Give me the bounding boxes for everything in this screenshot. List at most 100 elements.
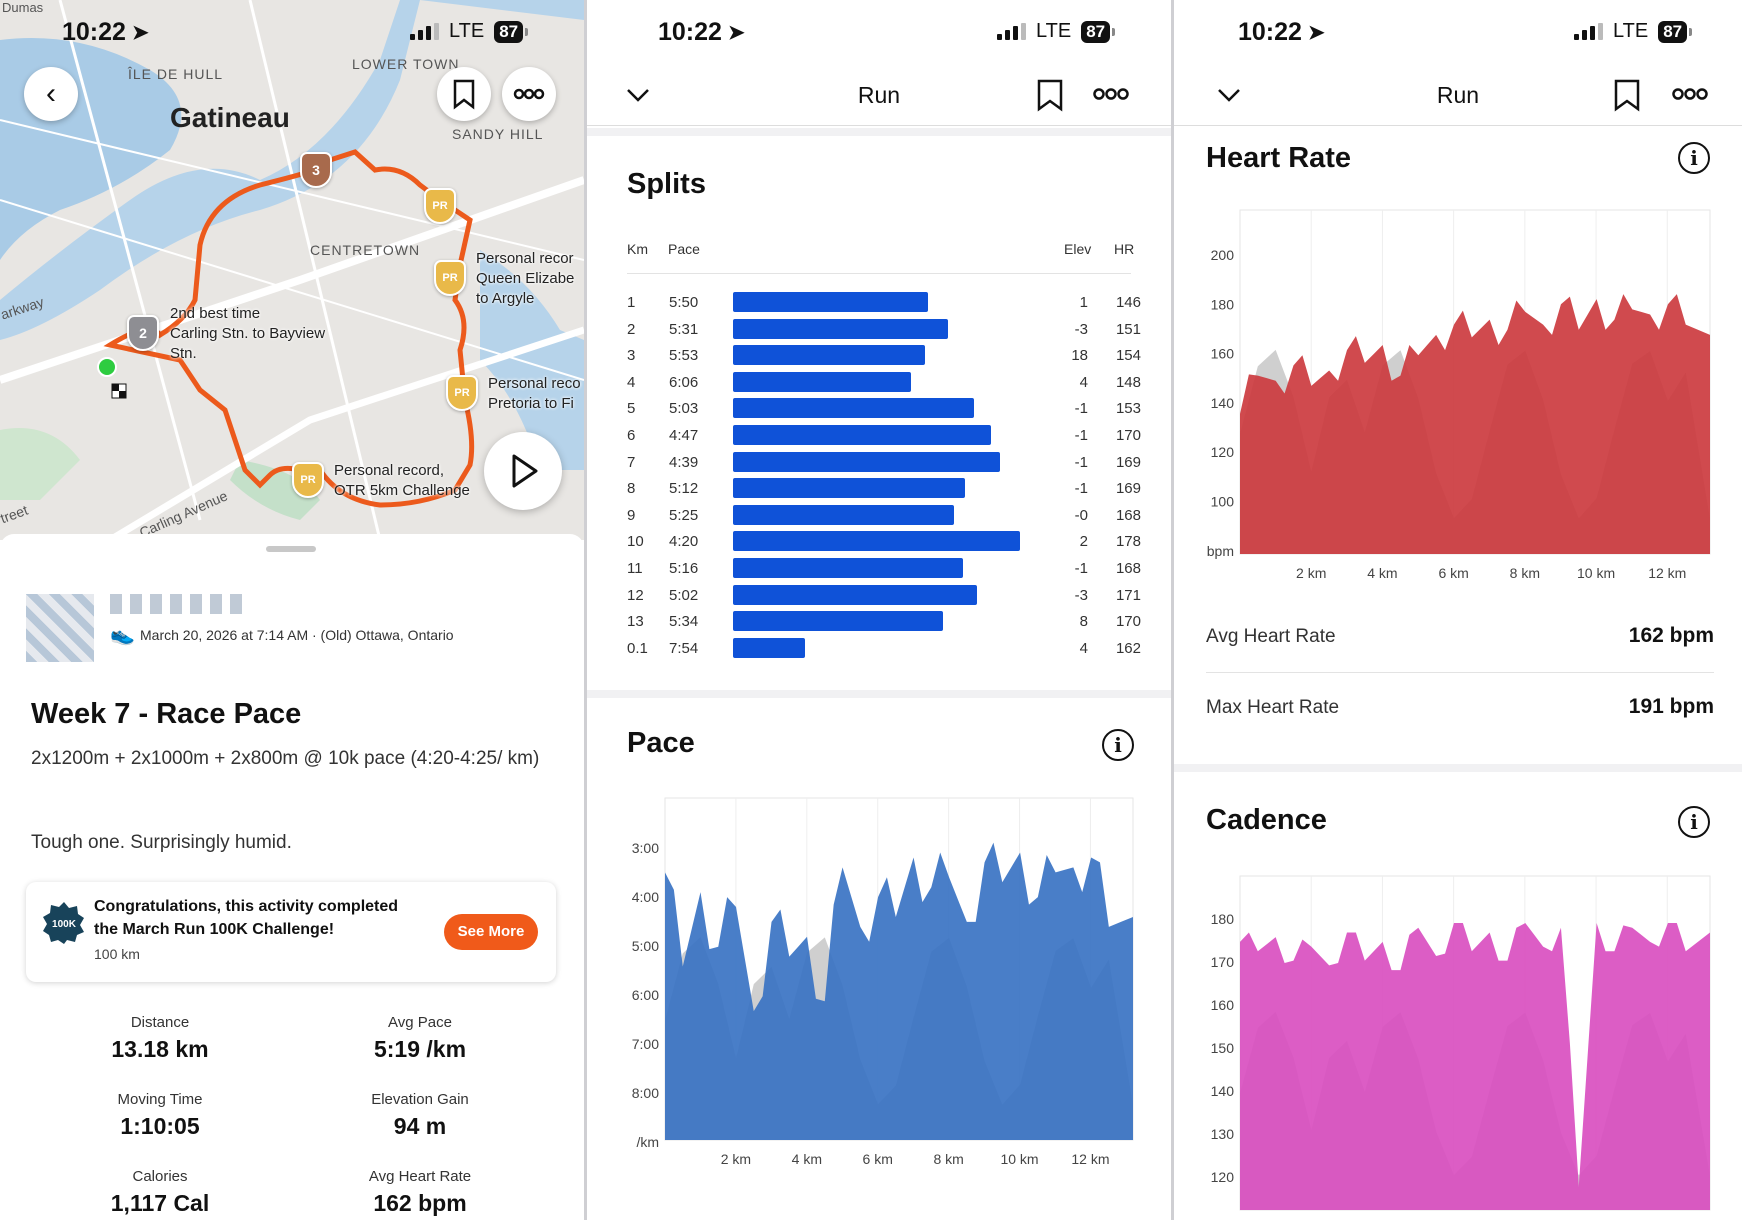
split-bar — [733, 584, 977, 605]
y-tick-label: 100 — [1211, 494, 1235, 510]
y-tick-label: bpm — [1207, 543, 1234, 559]
split-bar — [733, 451, 1000, 472]
bookmark-button[interactable] — [437, 67, 491, 121]
segment-label: Personal reco — [488, 375, 581, 392]
sheet-grabber[interactable] — [266, 546, 316, 552]
split-bar — [733, 371, 911, 392]
y-tick-label: 170 — [1211, 954, 1235, 970]
map-label-ile-de-hull: ÎLE DE HULL — [128, 66, 224, 82]
y-tick-label: 4:00 — [632, 889, 659, 905]
cadence-info-icon[interactable]: i — [1678, 806, 1710, 838]
athlete-name-redacted[interactable] — [110, 594, 244, 614]
location-arrow-icon: ➤ — [1307, 22, 1325, 44]
split-km: 0.1 — [627, 639, 648, 657]
section-divider — [587, 690, 1171, 698]
more-options-button[interactable] — [502, 67, 556, 121]
challenge-line1: Congratulations, this activity completed — [94, 898, 399, 915]
pace-info-icon[interactable]: i — [1102, 729, 1134, 761]
split-elev: -1 — [1074, 453, 1088, 471]
split-row: 5 5:03 -1 153 — [587, 398, 1171, 420]
challenge-card[interactable]: 100K Congratulations, this activity comp… — [26, 882, 556, 982]
segment-label: 2nd best time — [170, 305, 261, 322]
pr-medal-icon[interactable]: PR — [434, 260, 466, 296]
x-tick-label: 10 km — [1577, 565, 1615, 581]
bookmark-icon[interactable] — [1035, 78, 1065, 112]
segment-label: Pretoria to Fi — [488, 395, 574, 412]
split-pace: 4:47 — [669, 427, 699, 444]
map-label-sandy-hill: SANDY HILL — [452, 126, 544, 142]
splits-header-pace: Pace — [668, 241, 700, 257]
y-tick-label: 120 — [1211, 444, 1235, 460]
x-tick-label: 2 km — [1296, 565, 1326, 581]
location-arrow-icon: ➤ — [131, 22, 149, 44]
split-elev: 18 — [1071, 347, 1088, 365]
split-row: 1 5:50 1 146 — [587, 292, 1171, 314]
pr-medal-icon[interactable]: PR — [446, 375, 478, 411]
back-button[interactable]: ‹ — [24, 67, 78, 121]
section-divider — [587, 128, 1171, 136]
rank-medal-icon[interactable]: 2 — [127, 315, 159, 351]
split-pace: 4:20 — [669, 533, 699, 551]
pace-chart: 3:00 4:00 5:00 6:00 7:00 8:00/km 2 km 4 km 6 km 8… — [632, 797, 1134, 1167]
stat-value: 94 m — [393, 1113, 447, 1139]
x-tick-label: 4 km — [1367, 565, 1397, 581]
split-hr: 151 — [1115, 320, 1141, 338]
chevron-down-icon[interactable] — [1214, 80, 1244, 110]
rank-medal-icon[interactable]: 3 — [300, 152, 332, 188]
activity-description: 2x1200m + 2x1000m + 2x800m @ 10k pace (4… — [31, 748, 540, 769]
heart-rate-info-icon[interactable]: i — [1678, 142, 1710, 174]
split-km: 2 — [627, 320, 636, 338]
page-title: Run — [1436, 82, 1480, 108]
challenge-badge-icon: 100K — [43, 902, 84, 944]
split-bar — [733, 504, 954, 525]
location-arrow-icon: ➤ — [727, 22, 745, 44]
split-pace: 5:34 — [669, 613, 699, 631]
x-tick-label: 6 km — [1438, 565, 1468, 581]
y-tick-label: 150 — [1211, 1040, 1235, 1056]
x-tick-label: 8 km — [933, 1151, 963, 1167]
split-row: 7 4:39 -1 169 — [587, 451, 1171, 474]
play-flyover-button[interactable] — [484, 432, 562, 510]
status-bar: 10:22 ➤ LTE 87 — [0, 0, 584, 66]
split-km: 4 — [627, 373, 636, 391]
panel-divider — [1171, 0, 1174, 1220]
splits-title: Splits — [627, 168, 706, 200]
start-marker — [97, 357, 117, 377]
stat-value: 13.18 km — [111, 1036, 209, 1062]
heart-rate-chart: 200 180 160 140 120 100 bpm 2 km 4 km 6 km 8 km 10 … — [1207, 209, 1711, 581]
split-hr: 146 — [1115, 294, 1141, 311]
split-km: 13 — [627, 613, 644, 631]
pr-medal-icon[interactable]: PR — [292, 462, 324, 498]
split-hr: 153 — [1115, 400, 1141, 418]
more-icon[interactable] — [1672, 86, 1708, 102]
split-hr: 170 — [1115, 613, 1141, 631]
see-more-button[interactable]: See More — [444, 914, 538, 950]
chart-area-series — [1240, 294, 1710, 554]
challenge-line2: the March Run 100K Challenge! — [94, 921, 335, 938]
chevron-down-icon[interactable] — [623, 80, 653, 110]
split-bar — [733, 611, 943, 632]
pr-medal-icon[interactable]: PR — [424, 188, 456, 224]
play-icon — [512, 454, 538, 488]
split-elev: 2 — [1079, 533, 1088, 551]
split-bar — [733, 292, 929, 312]
split-bar — [733, 478, 966, 499]
x-tick-label: 12 km — [1071, 1151, 1109, 1167]
status-bar: 10:22 ➤ LTE 87 — [1174, 0, 1742, 66]
segment-label: OTR 5km Challenge — [334, 482, 470, 499]
stat-value: 1:10:05 — [120, 1113, 200, 1139]
bookmark-icon[interactable] — [1612, 78, 1642, 112]
activity-note: Tough one. Surprisingly humid. — [31, 832, 292, 853]
split-bar — [733, 531, 1020, 552]
avatar[interactable] — [26, 594, 94, 662]
more-icon[interactable] — [1093, 86, 1129, 102]
split-hr: 162 — [1115, 639, 1141, 657]
split-row: 8 5:12 -1 169 — [587, 478, 1171, 500]
x-tick-label: 2 km — [721, 1151, 751, 1167]
challenge-badge-text: 100K — [52, 919, 77, 930]
split-elev: 8 — [1079, 613, 1088, 631]
max-heart-rate-label: Max Heart Rate — [1206, 697, 1340, 718]
split-hr: 178 — [1115, 533, 1141, 551]
activity-title: Week 7 - Race Pace — [31, 698, 302, 730]
split-pace: 7:54 — [669, 639, 699, 657]
